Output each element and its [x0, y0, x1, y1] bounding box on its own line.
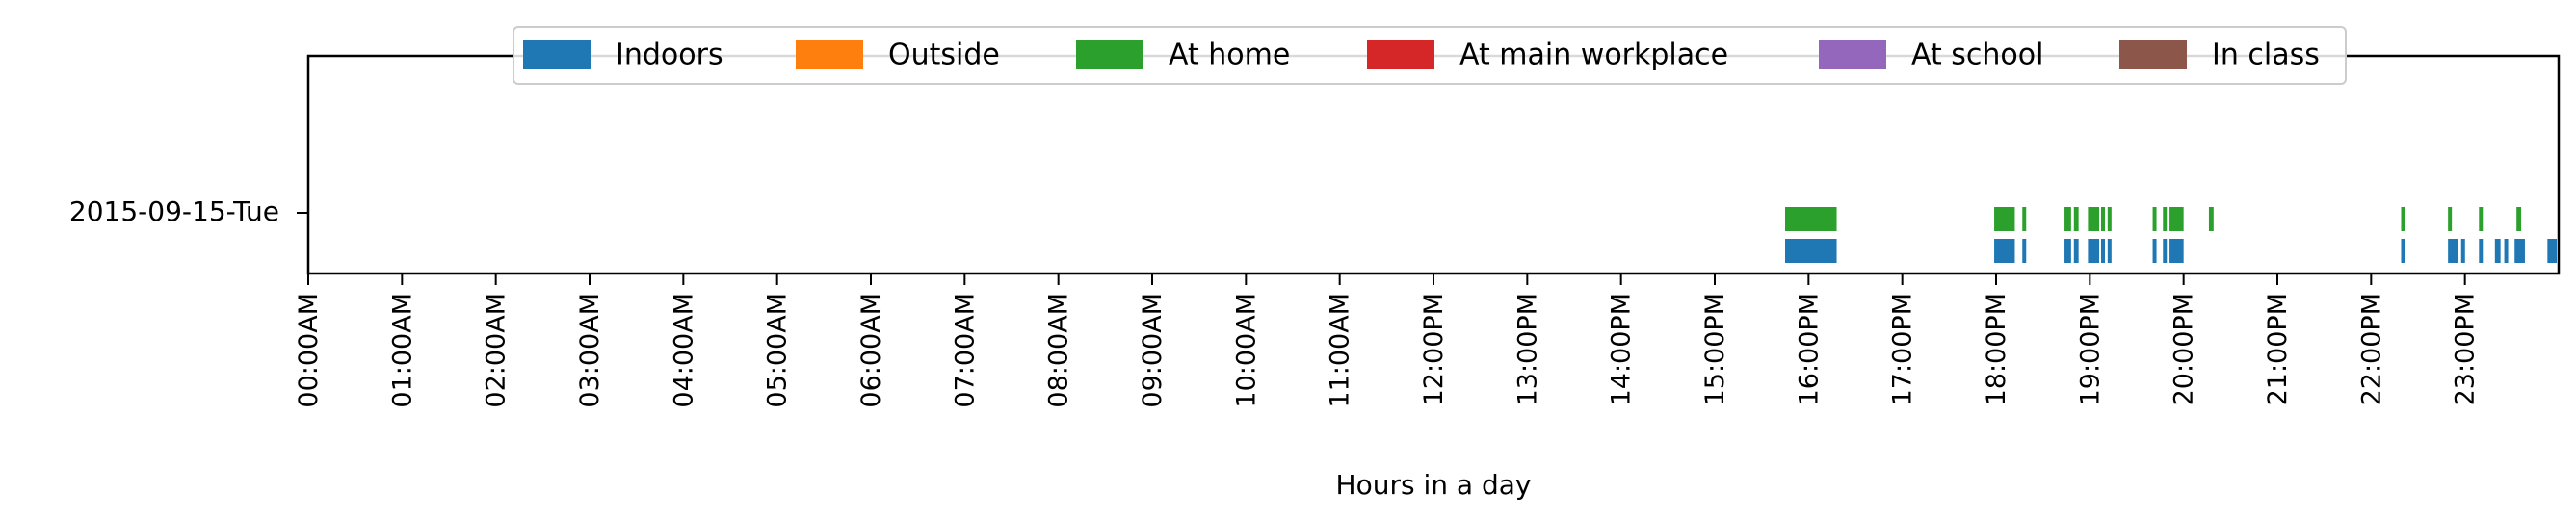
legend-swatch [523, 40, 591, 69]
x-tick-label: 21:00PM [2263, 293, 2293, 405]
y-tick-label-day: 2015-09-15-Tue [69, 195, 279, 227]
x-tick-label: 17:00PM [1888, 293, 1918, 405]
legend-label: At school [1911, 39, 2043, 72]
bar-at-home-12 [2401, 207, 2405, 231]
bar-indoors-18 [2547, 239, 2558, 263]
x-tick-label: 11:00AM [1326, 293, 1355, 408]
bar-at-home-7 [2107, 207, 2112, 231]
x-tick-label: 00:00AM [294, 293, 324, 408]
bar-indoors-10 [2169, 239, 2184, 263]
activity-bars [1785, 207, 2558, 263]
legend-label: Indoors [616, 39, 723, 72]
x-tick-label: 10:00AM [1231, 293, 1261, 408]
bar-indoors-5 [2088, 239, 2100, 263]
bar-indoors-15 [2494, 239, 2501, 263]
bar-at-home-6 [2101, 207, 2106, 231]
legend-swatch [796, 40, 863, 69]
bar-indoors-9 [2163, 239, 2168, 263]
bar-at-home-0 [1785, 207, 1837, 231]
legend-label: At main workplace [1459, 39, 1728, 72]
legend-label: In class [2212, 39, 2320, 72]
x-tick-label: 09:00AM [1138, 293, 1168, 408]
x-tick-label: 20:00PM [2169, 293, 2199, 405]
x-tick-label: 08:00AM [1044, 293, 1074, 408]
legend-swatch [2119, 40, 2187, 69]
x-tick-label: 12:00PM [1419, 293, 1449, 405]
bar-indoors-13 [2460, 239, 2465, 263]
x-tick-label: 15:00PM [1700, 293, 1730, 405]
bar-at-home-10 [2169, 207, 2184, 231]
bar-indoors-0 [1785, 239, 1837, 263]
bar-indoors-7 [2107, 239, 2112, 263]
x-tick-label: 01:00AM [387, 293, 417, 408]
bar-indoors-8 [2152, 239, 2157, 263]
legend-swatch [1076, 40, 1143, 69]
x-tick-label: 14:00PM [1607, 293, 1637, 405]
bar-at-home-14 [2479, 207, 2484, 231]
bar-at-home-5 [2088, 207, 2100, 231]
bar-indoors-11 [2401, 239, 2405, 263]
x-tick-label: 16:00PM [1794, 293, 1824, 405]
x-tick-label: 22:00PM [2356, 293, 2386, 405]
bar-at-home-1 [1994, 207, 2015, 231]
x-tick-label: 23:00PM [2451, 293, 2481, 405]
x-axis-title: Hours in a day [1336, 469, 1532, 501]
legend-swatch [1819, 40, 1886, 69]
x-tick-label: 05:00AM [763, 293, 793, 408]
bar-at-home-4 [2073, 207, 2079, 231]
bar-indoors-14 [2479, 239, 2484, 263]
y-axis: 2015-09-15-Tue [69, 195, 308, 227]
x-axis: 00:00AM 01:00AM 02:00AM 03:00AM 04:00AM 05:00… [294, 273, 2481, 408]
bar-at-home-11 [2208, 207, 2214, 231]
legend: Indoors Outside At home At main workplace At… [513, 26, 2347, 85]
plot-frame [306, 54, 2561, 275]
bar-indoors-16 [2504, 239, 2509, 263]
bar-indoors-6 [2101, 239, 2106, 263]
bar-at-home-2 [2022, 207, 2027, 231]
x-tick-label: 13:00PM [1512, 293, 1542, 405]
bar-indoors-2 [2022, 239, 2027, 263]
bar-indoors-4 [2073, 239, 2079, 263]
bar-at-home-15 [2516, 207, 2522, 231]
x-tick-label: 03:00AM [575, 293, 605, 408]
bar-at-home-9 [2163, 207, 2168, 231]
bar-indoors-1 [1994, 239, 2015, 263]
x-tick-label: 18:00PM [1982, 293, 2011, 405]
bar-indoors-12 [2448, 239, 2458, 263]
legend-label: At home [1169, 39, 1290, 72]
x-tick-label: 04:00AM [669, 293, 698, 408]
x-tick-label: 07:00AM [950, 293, 980, 408]
legend-swatch [1367, 40, 1434, 69]
legend-label: Outside [888, 39, 1000, 72]
bar-at-home-3 [2064, 207, 2071, 231]
bar-at-home-13 [2448, 207, 2453, 231]
bar-at-home-8 [2152, 207, 2157, 231]
x-tick-label: 19:00PM [2075, 293, 2105, 405]
x-tick-label: 06:00AM [856, 293, 886, 408]
bar-indoors-3 [2064, 239, 2071, 263]
bar-indoors-17 [2514, 239, 2525, 263]
x-tick-label: 02:00AM [482, 293, 512, 408]
